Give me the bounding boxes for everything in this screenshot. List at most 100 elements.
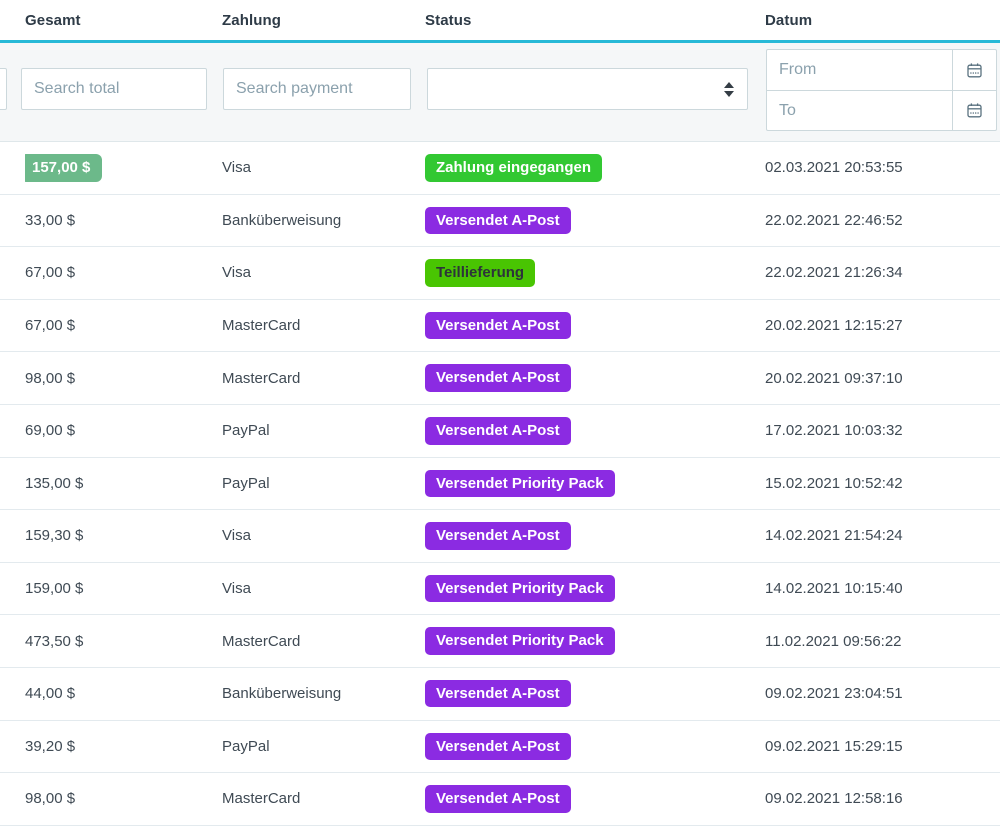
status-cell: Versendet A-Post [425,364,765,392]
order-date: 09.02.2021 15:29:15 [765,737,903,755]
total-cell: 157,00 $ [25,154,222,182]
date-to-row [767,90,996,130]
column-header-zahlung[interactable]: Zahlung [222,11,282,29]
table-row[interactable]: 135,00 $ PayPal Versendet Priority Pack … [0,457,1000,511]
status-cell: Versendet Priority Pack [425,627,765,655]
date-cell: 20.02.2021 09:37:10 [765,370,1000,387]
table-row[interactable]: 159,00 $ Visa Versendet Priority Pack 14… [0,562,1000,616]
total-cell: 159,00 $ [25,580,222,597]
payment-method: Banküberweisung [222,685,342,703]
date-from-row [767,50,996,90]
table-row[interactable]: 33,00 $ Banküberweisung Versendet A-Post… [0,194,1000,248]
status-cell: Teillieferung [425,259,765,287]
total-cell: 98,00 $ [25,790,222,807]
date-cell: 02.03.2021 20:53:55 [765,159,1000,176]
status-cell: Versendet A-Post [425,417,765,445]
status-filter-select[interactable] [427,68,748,110]
date-cell: 11.02.2021 09:56:22 [765,633,1000,650]
payment-method: Visa [222,159,251,177]
table-row[interactable]: 67,00 $ MasterCard Versendet A-Post 20.0… [0,299,1000,353]
status-badge: Versendet A-Post [425,206,571,235]
payment-method: PayPal [222,422,270,440]
table-row[interactable]: 44,00 $ Banküberweisung Versendet A-Post… [0,667,1000,721]
status-cell: Versendet Priority Pack [425,574,765,603]
payment-method: MasterCard [222,317,301,335]
date-cell: 22.02.2021 21:26:34 [765,264,1000,281]
total-cell: 135,00 $ [25,475,222,492]
date-to-calendar-button[interactable] [952,91,996,130]
status-cell: Versendet A-Post [425,311,765,340]
table-row[interactable]: 67,00 $ Visa Teillieferung 22.02.2021 21… [0,247,1000,300]
table-header-row: Gesamt Zahlung Status Datum [0,0,1000,43]
date-cell: 20.02.2021 12:15:27 [765,317,1000,334]
order-total: 159,30 $ [25,527,84,545]
date-to-input[interactable] [767,91,952,130]
order-date: 02.03.2021 20:53:55 [765,159,903,177]
order-total: 33,00 $ [25,211,76,229]
payment-cell: MasterCard [222,317,425,334]
column-header-datum[interactable]: Datum [765,11,813,29]
order-total: 159,00 $ [25,580,84,598]
order-total: 157,00 $ [25,154,103,182]
status-badge: Versendet A-Post [425,417,571,445]
table-row[interactable]: 98,00 $ MasterCard Versendet A-Post 09.0… [0,773,1000,826]
order-date: 17.02.2021 10:03:32 [765,422,903,440]
order-date: 20.02.2021 09:37:10 [765,369,903,387]
order-total: 44,00 $ [25,685,76,703]
status-cell: Zahlung eingegangen [425,154,765,182]
date-cell: 09.02.2021 15:29:15 [765,738,1000,755]
payment-method: MasterCard [222,790,301,808]
date-range-filter [766,49,997,131]
payment-cell: Visa [222,527,425,544]
total-cell: 159,30 $ [25,527,222,544]
payment-cell: Banküberweisung [222,685,425,702]
total-cell: 98,00 $ [25,370,222,387]
date-from-calendar-button[interactable] [952,50,996,90]
date-cell: 17.02.2021 10:03:32 [765,422,1000,439]
status-cell: Versendet A-Post [425,522,765,550]
payment-cell: Visa [222,264,425,281]
table-body: 157,00 $ Visa Zahlung eingegangen 02.03.… [0,142,1000,826]
table-row[interactable]: 473,50 $ MasterCard Versendet Priority P… [0,615,1000,668]
total-cell: 67,00 $ [25,317,222,334]
order-date: 14.02.2021 21:54:24 [765,527,903,545]
date-cell: 22.02.2021 22:46:52 [765,212,1000,229]
date-cell: 14.02.2021 21:54:24 [765,527,1000,544]
status-badge: Versendet A-Post [425,785,571,813]
search-payment-input[interactable] [223,68,411,110]
order-total: 473,50 $ [25,632,84,650]
order-date: 22.02.2021 21:26:34 [765,264,903,282]
table-row[interactable]: 157,00 $ Visa Zahlung eingegangen 02.03.… [0,142,1000,195]
up-down-arrows-icon [724,81,734,97]
column-header-status[interactable]: Status [425,11,472,29]
table-row[interactable]: 98,00 $ MasterCard Versendet A-Post 20.0… [0,352,1000,405]
order-date: 11.02.2021 09:56:22 [765,632,902,650]
table-row[interactable]: 159,30 $ Visa Versendet A-Post 14.02.202… [0,510,1000,563]
order-date: 14.02.2021 10:15:40 [765,580,903,598]
status-badge: Versendet A-Post [425,522,571,550]
payment-method: Banküberweisung [222,211,342,229]
total-cell: 33,00 $ [25,212,222,229]
order-total: 135,00 $ [25,474,84,492]
column-header-gesamt[interactable]: Gesamt [25,11,81,29]
status-badge: Versendet Priority Pack [425,627,615,655]
total-cell: 44,00 $ [25,685,222,702]
status-cell: Versendet A-Post [425,785,765,813]
search-total-input[interactable] [21,68,207,110]
payment-method: PayPal [222,737,270,755]
status-badge: Versendet A-Post [425,679,571,708]
payment-cell: PayPal [222,475,425,492]
payment-method: Visa [222,580,251,598]
total-cell: 473,50 $ [25,633,222,650]
date-cell: 14.02.2021 10:15:40 [765,580,1000,597]
status-cell: Versendet Priority Pack [425,469,765,498]
payment-method: MasterCard [222,632,301,650]
order-date: 09.02.2021 23:04:51 [765,685,903,703]
calendar-icon [967,62,982,77]
previous-column-filter-input[interactable] [0,68,7,110]
status-badge: Versendet A-Post [425,732,571,761]
date-from-input[interactable] [767,50,952,90]
table-row[interactable]: 69,00 $ PayPal Versendet A-Post 17.02.20… [0,404,1000,458]
table-row[interactable]: 39,20 $ PayPal Versendet A-Post 09.02.20… [0,720,1000,774]
status-badge: Zahlung eingegangen [425,154,603,182]
